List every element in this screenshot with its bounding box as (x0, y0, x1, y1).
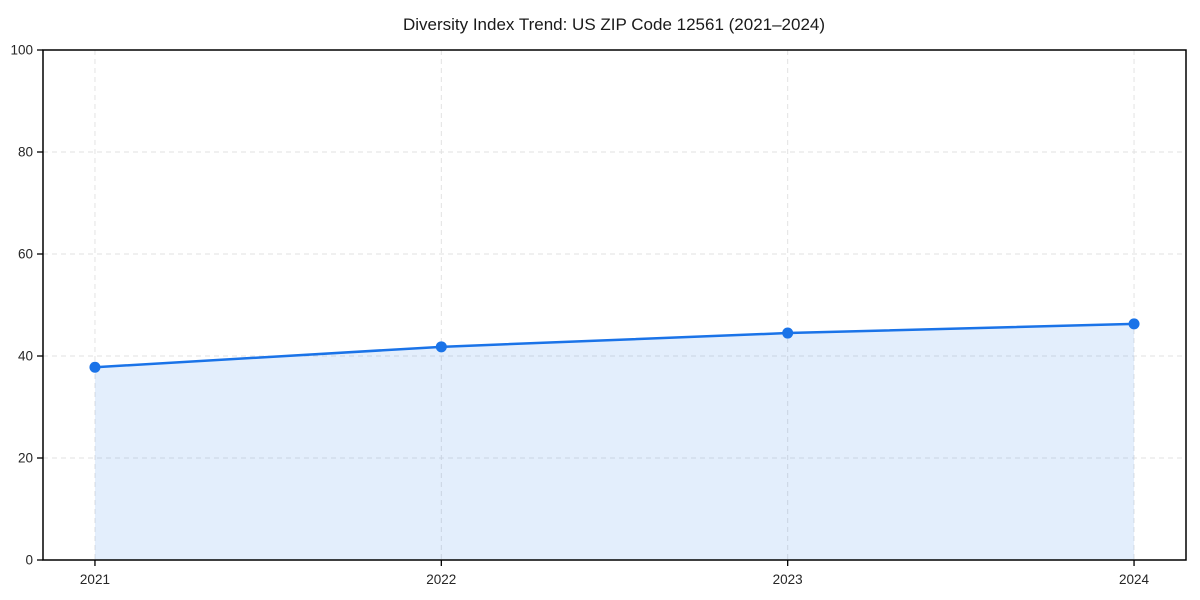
trend-line-layer (89, 318, 1140, 373)
trend-line (93, 322, 1136, 369)
x-tick-label: 2024 (1119, 572, 1150, 587)
x-tick-label: 2022 (426, 572, 456, 587)
y-tick-label: 0 (25, 553, 33, 568)
data-point-2024 (1128, 318, 1140, 330)
y-tick-label: 20 (18, 451, 33, 466)
y-tick-label: 40 (18, 349, 33, 364)
data-point-2022 (435, 341, 447, 353)
x-tick-label: 2023 (773, 572, 803, 587)
data-point-2021 (89, 361, 101, 373)
axes-layer (37, 49, 1187, 566)
data-point-2023 (782, 327, 794, 339)
chart-title: Diversity Index Trend: US ZIP Code 12561… (403, 15, 825, 34)
y-tick-label: 60 (18, 247, 33, 262)
area-fill (94, 323, 1135, 560)
tick-label-layer: 0 20 40 60 80 100 2021 2022 2023 2024 (10, 43, 1149, 587)
axis-frame (42, 49, 1187, 561)
y-tick-label: 100 (10, 43, 33, 58)
area-fill-layer (94, 323, 1135, 560)
x-tick-label: 2021 (80, 572, 110, 587)
y-tick-label: 80 (18, 145, 33, 160)
